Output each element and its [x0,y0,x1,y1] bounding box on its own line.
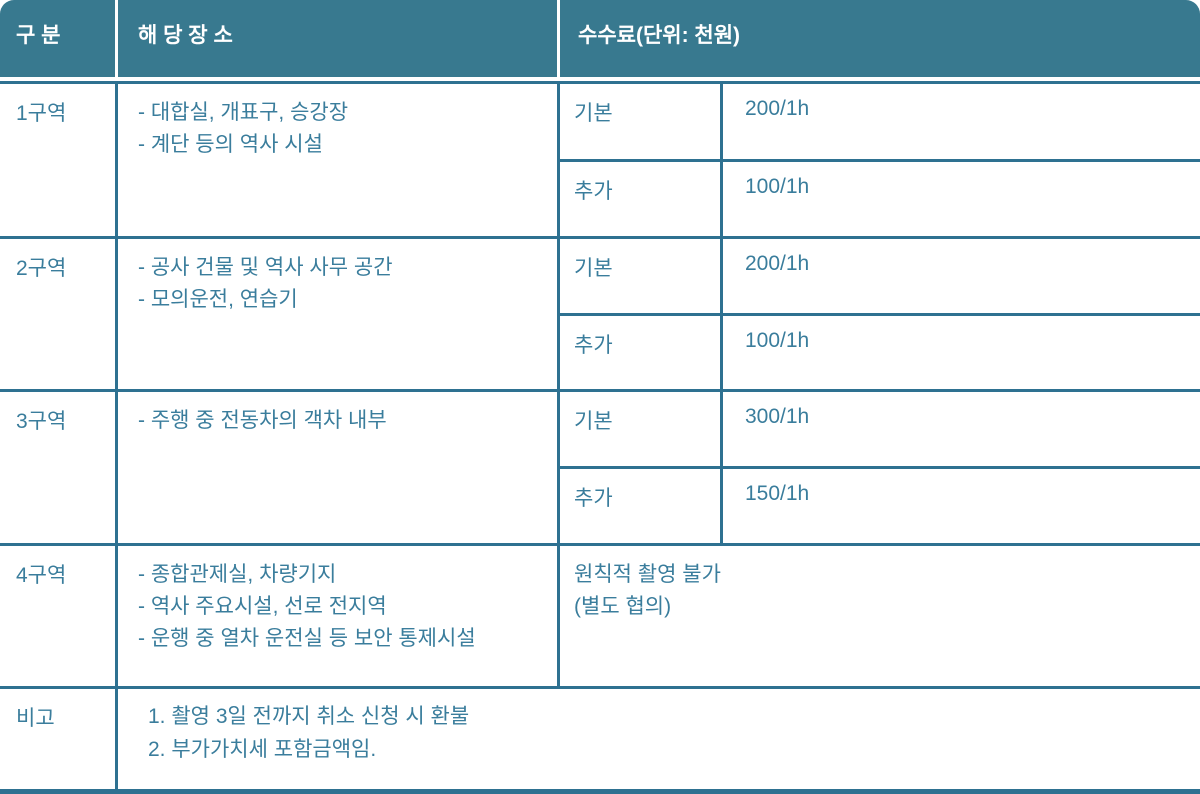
remarks-content: 1. 촬영 3일 전까지 취소 신청 시 환불 2. 부가가치세 포함금액임. [115,689,1200,789]
fee-amount: 200/1h [720,84,1200,159]
zone2-fees: 기본 200/1h 추가 100/1h [557,239,1200,389]
zone1-locations: - 대합실, 개표구, 승강장 - 계단 등의 역사 시설 [115,84,557,236]
fee-restriction-note: 원칙적 촬영 불가 (별도 협의) [560,546,1200,686]
fee-type-label: 기본 [574,257,613,280]
zone4-fee-note-row: 원칙적 촬영 불가 (별도 협의) [560,546,1200,686]
header-cell-fee: 수수료(단위: 천원) [557,0,1200,77]
table-row-remarks: 비고 1. 촬영 3일 전까지 취소 신청 시 환불 2. 부가가치세 포함금액… [0,686,1200,789]
zone4-location-line: - 운행 중 열차 운전실 등 보안 통제시설 [138,627,476,650]
zone1-location-line: - 계단 등의 역사 시설 [138,133,323,156]
zone3-location-line: - 주행 중 전동차의 객차 내부 [138,409,387,432]
remarks-line: 2. 부가가치세 포함금액임. [148,738,377,761]
fee-amount: 100/1h [720,315,1200,389]
remarks-line: 1. 촬영 3일 전까지 취소 신청 시 환불 [148,705,470,728]
fee-type-label: 기본 [574,102,613,125]
zone2-location-line: - 공사 건물 및 역사 사무 공간 [138,256,393,279]
fee-amount: 150/1h [720,469,1200,543]
zone2-fee-extra-row: 추가 100/1h [560,312,1200,389]
header-cell-category: 구 분 [16,24,61,47]
fee-type-label: 추가 [574,333,613,357]
fee-type-label: 추가 [574,487,613,510]
zone3-fee-extra-row: 추가 150/1h [560,466,1200,543]
table-row-zone1: 1구역 - 대합실, 개표구, 승강장 - 계단 등의 역사 시설 기본 200… [0,81,1200,236]
zone3-fees: 기본 300/1h 추가 150/1h [557,392,1200,543]
fee-restriction-line: 원칙적 촬영 불가 [574,563,721,586]
zone1-location-line: - 대합실, 개표구, 승강장 [138,101,349,124]
zone4-label: 4구역 [16,564,67,587]
zone2-label: 2구역 [16,257,67,280]
zone2-fee-basic-row: 기본 200/1h [560,239,1200,313]
fee-type-label: 기본 [574,410,613,433]
table-row-zone2: 2구역 - 공사 건물 및 역사 사무 공간 - 모의운전, 연습기 기본 20… [0,236,1200,389]
fee-restriction-line: (별도 협의) [574,595,672,618]
table-row-zone4: 4구역 - 종합관제실, 차량기지 - 역사 주요시설, 선로 전지역 - 운행… [0,543,1200,686]
table-header-row: 구 분 해 당 장 소 수수료(단위: 천원) [0,0,1200,77]
fee-amount: 200/1h [720,239,1200,313]
remarks-label: 비고 [16,707,55,730]
zone1-fee-extra-row: 추가 100/1h [560,158,1200,236]
fee-amount: 100/1h [720,161,1200,236]
zone2-locations: - 공사 건물 및 역사 사무 공간 - 모의운전, 연습기 [115,239,557,389]
zone1-label: 1구역 [16,102,67,125]
table-row-zone3: 3구역 - 주행 중 전동차의 객차 내부 기본 300/1h 추가 150/1… [0,389,1200,543]
zone3-locations: - 주행 중 전동차의 객차 내부 [115,392,557,543]
zone3-fee-basic-row: 기본 300/1h [560,392,1200,466]
fee-amount: 300/1h [720,392,1200,466]
zone3-label: 3구역 [16,410,67,433]
zone1-fee-basic-row: 기본 200/1h [560,84,1200,159]
zone4-fees: 원칙적 촬영 불가 (별도 협의) [557,546,1200,686]
header-cell-location: 해 당 장 소 [115,0,557,77]
zone4-location-line: - 종합관제실, 차량기지 [138,563,337,586]
fee-type-label: 추가 [574,179,613,203]
zone4-location-line: - 역사 주요시설, 선로 전지역 [138,595,387,618]
zone2-location-line: - 모의운전, 연습기 [138,288,298,311]
zone4-locations: - 종합관제실, 차량기지 - 역사 주요시설, 선로 전지역 - 운행 중 열… [115,546,557,686]
zone1-fees: 기본 200/1h 추가 100/1h [557,84,1200,236]
